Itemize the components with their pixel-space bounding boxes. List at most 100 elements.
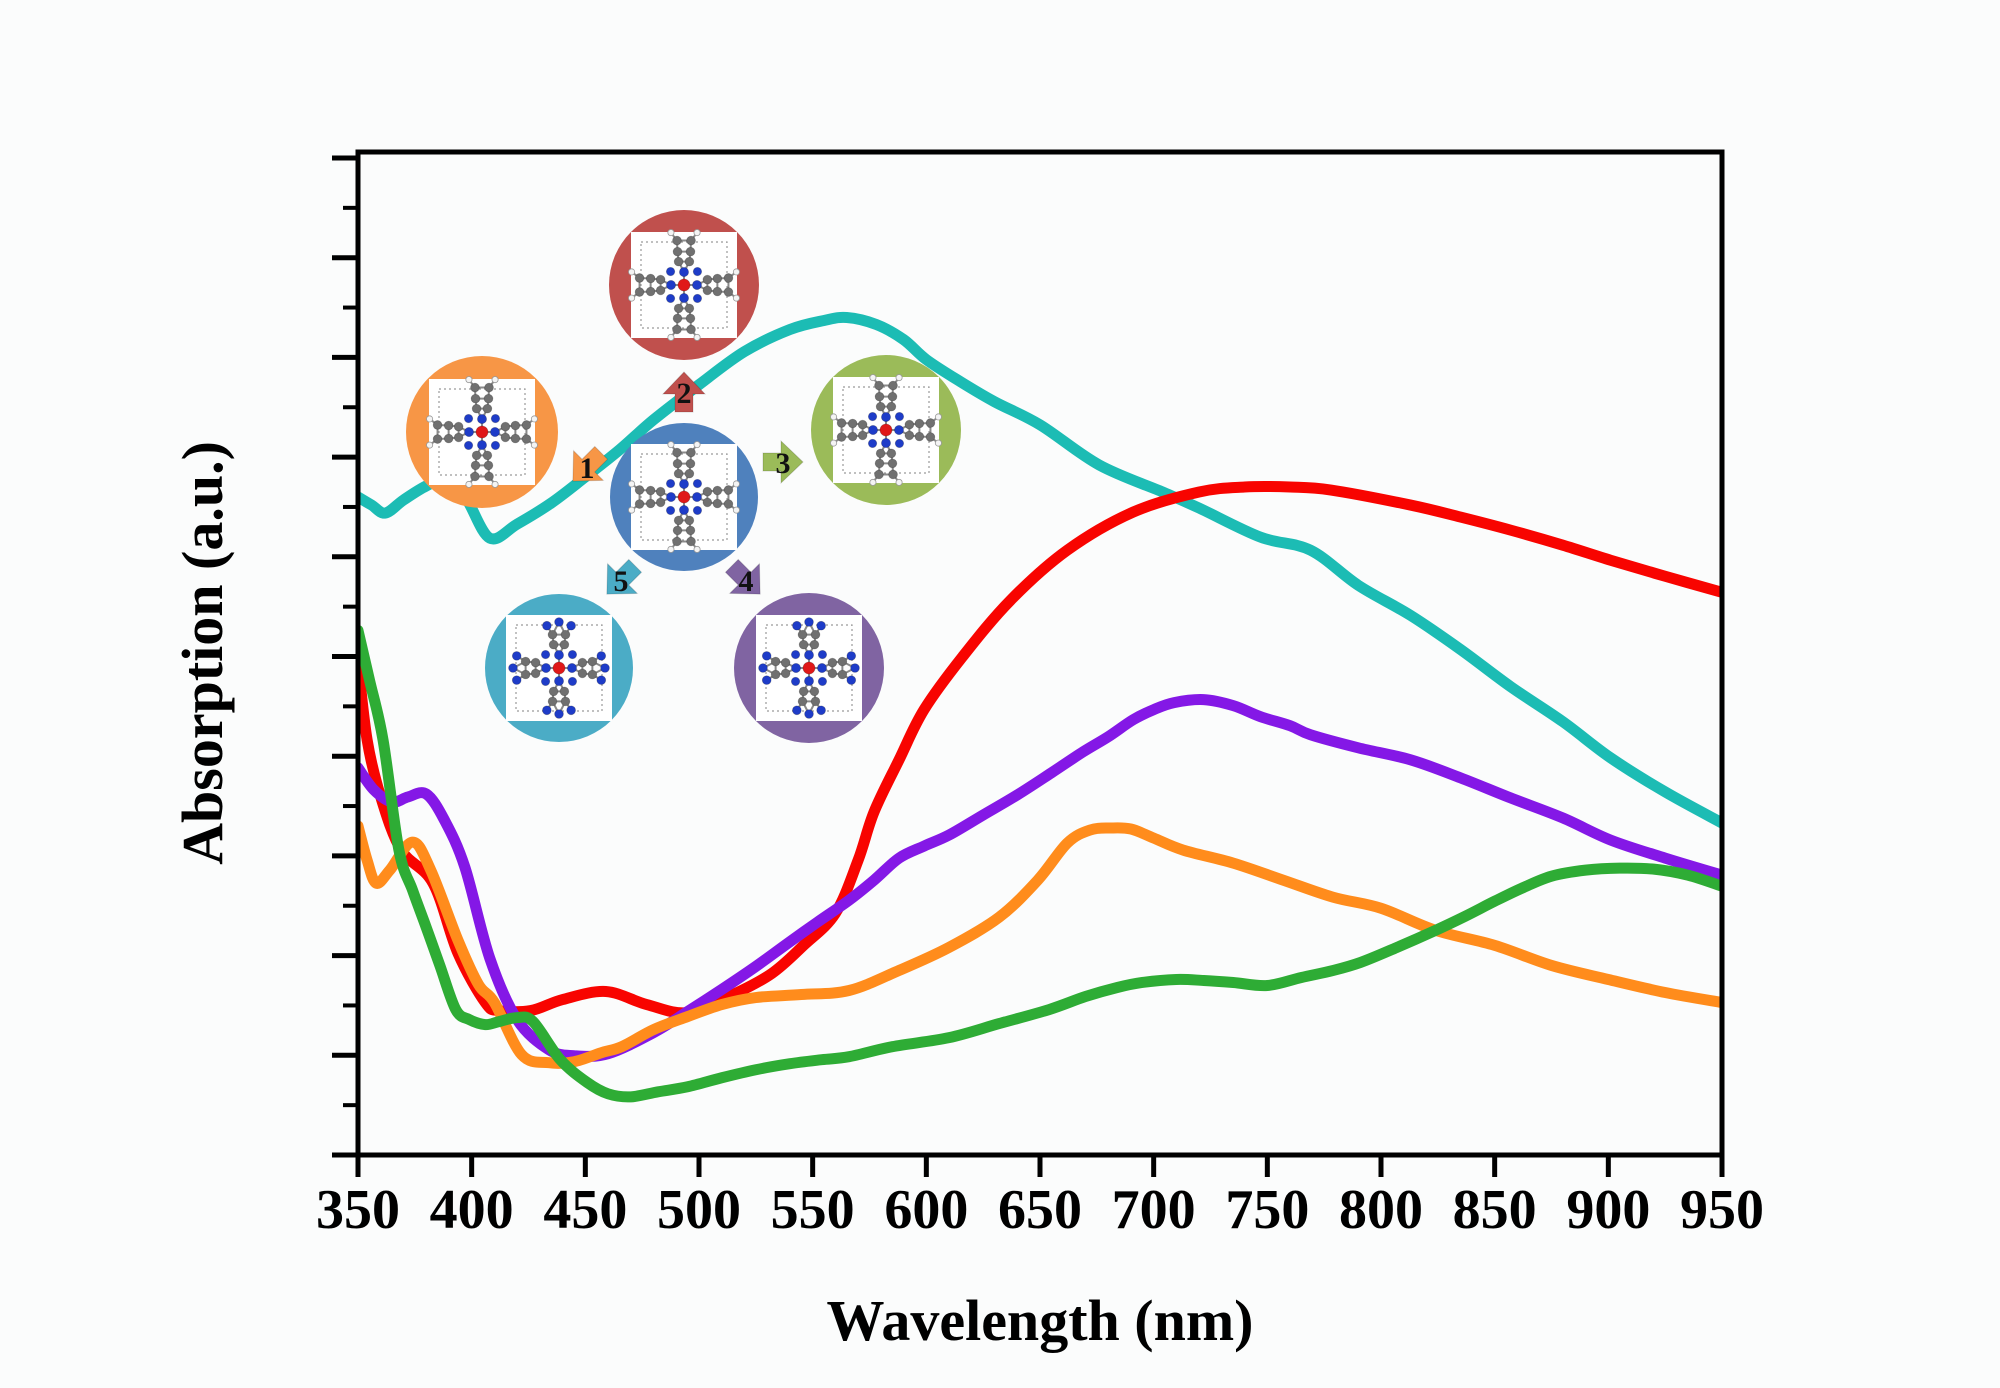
x-tick-label: 800	[1339, 1179, 1423, 1241]
atom	[665, 266, 676, 277]
atom	[816, 620, 826, 631]
atom	[500, 432, 511, 443]
axes-layer: 350 400 450 500 550 600 650 700 750 800 850 900 950	[316, 149, 1764, 1241]
atom	[732, 506, 740, 514]
atom	[520, 669, 531, 680]
atom	[554, 709, 564, 719]
inset-card-dotted-border	[640, 241, 728, 329]
atom	[463, 427, 474, 437]
atom	[667, 545, 675, 553]
atom	[691, 280, 702, 290]
atom	[830, 413, 838, 421]
orange-spectrum-curve	[358, 820, 1722, 1069]
atom	[887, 458, 898, 469]
molecule-inset-4	[734, 593, 884, 743]
atom	[567, 676, 578, 687]
atom	[490, 440, 501, 451]
atom	[665, 478, 676, 489]
atom	[482, 450, 493, 461]
atom	[547, 696, 558, 707]
atom	[693, 441, 701, 449]
atom	[790, 676, 801, 687]
atom	[810, 629, 821, 640]
atom	[470, 460, 481, 471]
x-axis-title: Wavelength (nm)	[827, 1288, 1254, 1353]
atom	[530, 668, 541, 679]
atom	[874, 469, 884, 480]
atom	[780, 657, 791, 668]
atom	[712, 485, 723, 496]
atom	[888, 380, 898, 391]
atom	[925, 432, 936, 442]
atom	[790, 649, 801, 660]
atom	[797, 629, 808, 640]
atom	[484, 471, 494, 482]
atom	[797, 696, 808, 707]
atom	[672, 246, 683, 257]
atom	[482, 403, 493, 414]
atom	[914, 418, 925, 429]
atom	[510, 420, 521, 431]
molecule-inset-parent	[610, 423, 758, 571]
molecule-inset-1	[406, 356, 558, 508]
atom	[542, 705, 552, 716]
atom	[520, 656, 531, 667]
atom	[634, 485, 645, 495]
step-arrow-3: 3	[762, 439, 804, 485]
atom	[471, 403, 482, 414]
atom	[432, 434, 443, 444]
inset-card-dotted-border	[640, 453, 728, 541]
atom	[634, 287, 645, 297]
atom	[560, 629, 571, 640]
x-tick-label: 400	[430, 1179, 514, 1241]
atom	[483, 393, 494, 404]
x-tick-label: 850	[1453, 1179, 1537, 1241]
x-tick-label: 750	[1225, 1179, 1309, 1241]
atom	[645, 273, 656, 284]
atom	[511, 651, 522, 661]
atom	[693, 545, 701, 553]
atom	[453, 421, 464, 432]
x-tick-label: 700	[1112, 1179, 1196, 1241]
atom	[723, 273, 734, 283]
atom	[847, 418, 858, 429]
atom	[655, 486, 666, 497]
red-spectrum-curve	[358, 481, 1722, 1019]
atom	[817, 649, 828, 660]
atom	[692, 505, 703, 516]
atom	[672, 458, 683, 469]
molecule-inset-5	[485, 594, 633, 742]
atom	[712, 498, 723, 509]
arrow-shape	[606, 558, 643, 595]
atom	[895, 478, 903, 486]
atom	[894, 411, 905, 422]
atom	[665, 492, 676, 502]
atom	[770, 669, 781, 680]
arrow-shape	[724, 558, 761, 595]
atom	[645, 498, 656, 509]
atom	[850, 663, 860, 673]
atom	[484, 382, 494, 393]
atom	[483, 460, 494, 471]
atom	[547, 629, 558, 640]
atom	[875, 448, 886, 459]
x-tick-label: 950	[1680, 1179, 1764, 1241]
atom	[463, 440, 474, 451]
atom	[693, 229, 701, 237]
atom	[587, 669, 598, 680]
x-tick-label: 450	[543, 1179, 627, 1241]
atom	[732, 268, 740, 276]
atom	[552, 661, 566, 675]
atom	[809, 639, 820, 650]
y-axis-title: Absorption (a.u.)	[170, 441, 235, 865]
atom	[667, 229, 675, 237]
molecule-structure-parent	[628, 441, 740, 553]
atom	[475, 425, 489, 439]
atom	[679, 266, 689, 277]
arrow-number: 2	[677, 377, 692, 410]
atom	[934, 413, 942, 421]
atom	[489, 427, 500, 437]
molecule-inset-2	[609, 210, 759, 360]
